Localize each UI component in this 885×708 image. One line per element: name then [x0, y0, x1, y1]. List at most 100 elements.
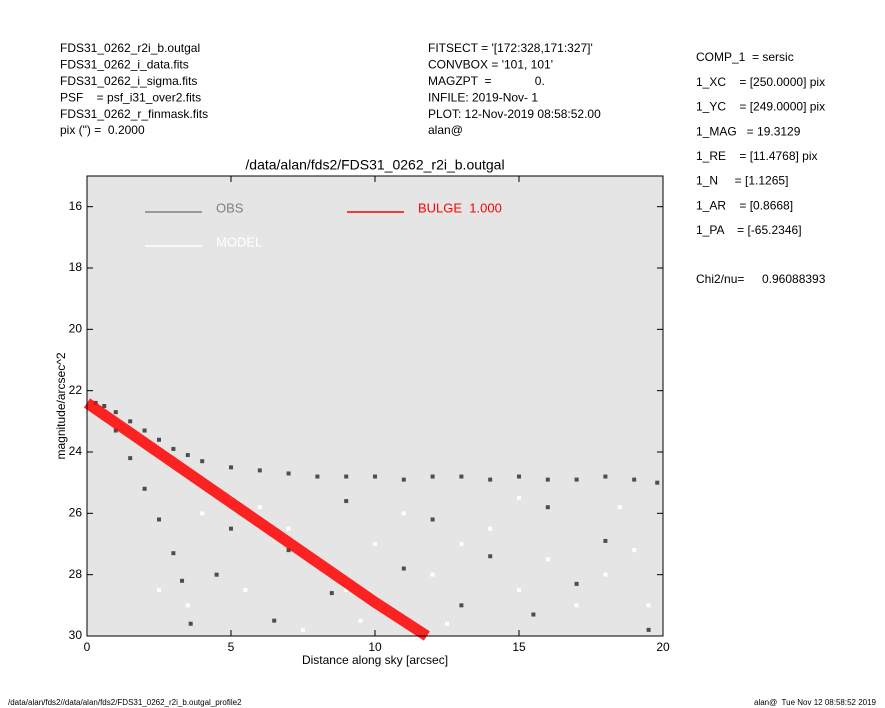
- data-point: [142, 428, 147, 433]
- data-point: [286, 471, 291, 476]
- data-point: [517, 474, 521, 479]
- header-left-line: pix (") = 0.2000: [60, 123, 145, 137]
- data-point: [157, 517, 161, 522]
- data-point: [632, 477, 637, 482]
- chart-title: /data/alan/fds2/FDS31_0262_r2i_b.outgal: [245, 157, 504, 173]
- header-left-line: FDS31_0262_r_finmask.fits: [60, 107, 208, 121]
- data-point: [603, 572, 608, 577]
- data-point: [545, 557, 550, 562]
- fit-parameter: 1_AR = [0.8668]: [696, 198, 793, 212]
- fit-parameter: 1_XC = [250.0000] pix: [696, 75, 825, 89]
- data-point: [517, 496, 521, 500]
- data-point: [430, 517, 435, 522]
- y-tick-label: 28: [69, 567, 83, 581]
- data-point: [185, 453, 190, 458]
- fit-parameter: 1_N = [1.1265]: [696, 174, 788, 188]
- header-center-line: CONVBOX = '101, 101': [428, 58, 553, 72]
- x-axis-label: Distance along sky [arcsec]: [302, 653, 448, 667]
- y-tick-label: 30: [69, 628, 83, 642]
- data-point: [171, 551, 176, 556]
- fit-parameter: 1_PA = [-65.2346]: [696, 223, 802, 237]
- data-point: [459, 603, 464, 608]
- data-point: [358, 618, 363, 623]
- bulge-band: [83, 398, 430, 641]
- plot: [83, 398, 660, 641]
- footer-right: alan@ Tue Nov 12 08:58:52 2019: [754, 698, 877, 707]
- data-point: [373, 474, 377, 479]
- data-point: [272, 618, 277, 623]
- x-tick-label: 0: [84, 640, 91, 654]
- data-point: [229, 526, 233, 531]
- data-point: [257, 468, 262, 473]
- data-point: [200, 459, 205, 464]
- data-point: [113, 428, 118, 433]
- data-point: [214, 572, 219, 577]
- data-point: [574, 477, 579, 482]
- data-point: [531, 612, 536, 617]
- data-point: [243, 588, 248, 592]
- header-left-line: PSF = psf_i31_over2.fits: [60, 90, 201, 104]
- x-tick-label: 20: [656, 640, 670, 654]
- header-left-line: FDS31_0262_r2i_b.outgal: [60, 41, 200, 55]
- data-point: [315, 474, 320, 479]
- data-point: [257, 505, 262, 510]
- data-point: [188, 621, 193, 626]
- data-point: [229, 465, 233, 470]
- data-point: [329, 591, 334, 596]
- data-point: [545, 477, 550, 482]
- fit-parameter: 1_YC = [249.0000] pix: [696, 100, 825, 114]
- data-point: [301, 627, 305, 632]
- data-point: [113, 410, 118, 415]
- data-point: [344, 588, 349, 592]
- y-axis-label: magnitude/arcsec^2: [54, 352, 68, 459]
- data-point: [445, 621, 449, 626]
- plot-background: [87, 176, 663, 636]
- data-point: [646, 627, 651, 632]
- header-center-line: PLOT: 12-Nov-2019 08:58:52.00: [428, 107, 601, 121]
- data-point: [632, 548, 637, 553]
- data-point: [655, 480, 660, 485]
- data-point: [185, 603, 190, 608]
- data-point: [488, 477, 493, 482]
- data-point: [401, 566, 406, 571]
- data-point: [574, 603, 579, 608]
- data-point: [344, 474, 349, 479]
- data-point: [517, 588, 521, 592]
- y-tick-label: 26: [69, 506, 83, 520]
- y-tick-label: 24: [69, 444, 83, 458]
- data-point: [459, 542, 464, 546]
- data-point: [171, 446, 176, 451]
- data-point: [401, 511, 406, 516]
- data-point: [180, 578, 185, 583]
- y-tick-label: 20: [69, 322, 83, 336]
- chi2-value: 0.96088393: [762, 272, 826, 286]
- data-point: [430, 474, 435, 479]
- data-point: [142, 486, 147, 491]
- header-center-line: FITSECT = '[172:328,171:327]': [428, 41, 593, 55]
- data-point: [128, 456, 133, 461]
- data-point: [128, 419, 133, 424]
- y-tick-label: 22: [69, 383, 83, 397]
- data-point: [286, 548, 291, 553]
- data-point: [157, 437, 161, 442]
- chi2-label: Chi2/nu=: [696, 272, 744, 286]
- x-tick-label: 5: [228, 640, 235, 654]
- y-tick-label: 18: [69, 260, 83, 274]
- header-center-line: alan@: [428, 123, 463, 137]
- data-point: [603, 538, 608, 543]
- data-point: [488, 554, 493, 559]
- data-point: [617, 505, 622, 510]
- data-point: [488, 526, 493, 531]
- data-point: [373, 542, 377, 546]
- header-left-line: FDS31_0262_i_data.fits: [60, 58, 189, 72]
- data-point: [574, 581, 579, 586]
- data-point: [200, 511, 205, 516]
- data-point: [401, 477, 406, 482]
- data-point: [344, 499, 349, 504]
- data-point: [102, 404, 107, 408]
- legend-label: MODEL: [216, 234, 262, 249]
- data-point: [430, 572, 435, 577]
- fit-parameter: 1_MAG = 19.3129: [696, 124, 801, 138]
- data-point: [545, 505, 550, 510]
- y-tick-label: 16: [69, 199, 83, 213]
